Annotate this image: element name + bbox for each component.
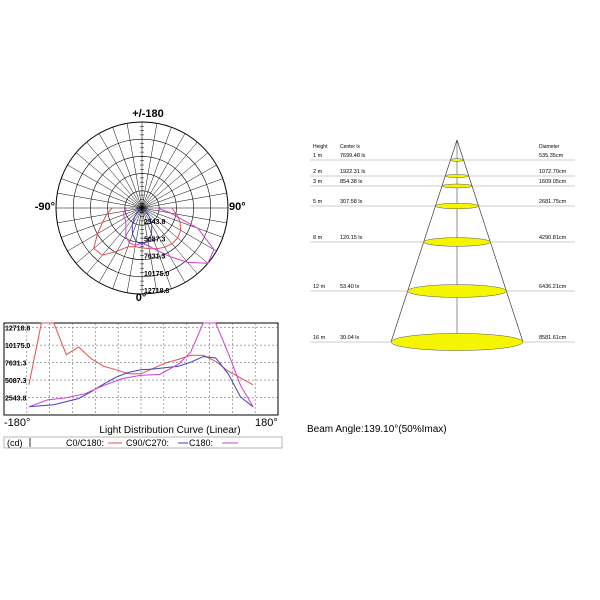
cone-rows: 1 m 7699.48 lx 535.35cm 2 m 1922.31 lx 1072.7…: [310, 153, 575, 351]
polar-grid: [55, 121, 229, 295]
row-diameter: 8581.61cm: [539, 335, 567, 341]
polar-radial-label: 5087.3: [144, 236, 166, 243]
linear-y-ticks: 12718.8 10175.0 7631.3 5087.3 2543.8: [5, 326, 30, 403]
row-lux: 854.38 lx: [340, 179, 363, 185]
polar-curve-0: [93, 207, 182, 256]
row-height: 16 m: [313, 335, 326, 341]
row-diameter: 2681.75cm: [539, 199, 567, 205]
linear-chart-title: Light Distribution Curve (Linear): [99, 425, 240, 436]
row-diameter: 1072.70cm: [539, 169, 567, 175]
polar-radial-label: 12718.8: [144, 288, 169, 295]
linear-curve-0: [28, 322, 254, 386]
cone-ellipse: [441, 183, 473, 189]
linear-y-tick-label: 10175.0: [5, 343, 30, 350]
polar-curves: [93, 207, 215, 264]
legend-entry-c0: C0/C180:: [66, 438, 104, 448]
col-header-diameter: Diameter: [539, 144, 560, 150]
cone-ellipse: [444, 174, 470, 178]
polar-bottom-label: 0°: [136, 292, 147, 304]
cone-ellipse: [407, 284, 507, 298]
row-diameter: 6436.21cm: [539, 284, 567, 290]
legend-entry-c90: C90/C270:: [126, 438, 169, 448]
linear-y-tick-label: 2543.8: [5, 396, 27, 403]
polar-curve-1: [131, 208, 153, 246]
linear-chart: 12718.8 10175.0 7631.3 5087.3 2543.8 -180° 1…: [3, 322, 283, 449]
row-height: 5 m: [313, 199, 323, 205]
row-lux: 120.15 lx: [340, 235, 363, 241]
row-height: 2 m: [313, 169, 323, 175]
polar-radial-label: 2543.8: [144, 219, 166, 226]
legend-entry-c180: C180:: [189, 438, 213, 448]
row-lux: 53.40 lx: [340, 284, 360, 290]
linear-curve-1: [28, 356, 254, 408]
linear-y-tick-label: 5087.3: [5, 378, 27, 385]
col-header-height: Height: [313, 144, 328, 150]
row-diameter: 535.35cm: [539, 153, 564, 159]
polar-radial-label: 10175.0: [144, 271, 169, 278]
row-lux: 307.58 lx: [340, 199, 363, 205]
col-header-lux: Center lx: [340, 144, 361, 150]
polar-top-label: +/-180: [132, 108, 164, 120]
polar-curve-2: [123, 207, 215, 264]
polar-left-label: -90°: [35, 201, 55, 213]
row-height: 3 m: [313, 179, 323, 185]
linear-x-min-label: -180°: [4, 417, 30, 429]
linear-y-tick-label: 12718.8: [5, 326, 30, 333]
row-height: 8 m: [313, 235, 323, 241]
cone-left-edge: [390, 139, 458, 343]
row-height: 12 m: [313, 284, 326, 290]
linear-curves: [28, 322, 254, 408]
linear-grid: [4, 323, 278, 415]
legend-frame: [3, 436, 283, 449]
linear-x-max-label: 180°: [255, 417, 278, 429]
row-height: 1 m: [313, 153, 323, 159]
polar-radial-ticks: 2543.8 5087.3 7631.3 10175.0 12718.8: [144, 219, 169, 295]
cone-ellipse: [435, 202, 479, 210]
row-lux: 1922.31 lx: [340, 169, 366, 175]
legend-unit: (cd): [7, 438, 23, 448]
polar-right-label: 90°: [229, 201, 246, 213]
linear-y-tick-label: 7631.3: [5, 361, 27, 368]
linear-curve-2: [28, 322, 254, 408]
row-diameter: 1609.05cm: [539, 179, 567, 185]
polar-radial-label: 7631.3: [144, 254, 166, 261]
cone-ellipse: [450, 158, 464, 162]
row-lux: 7699.48 lx: [340, 153, 366, 159]
cone-ellipse: [423, 237, 491, 247]
cone-right-edge: [456, 139, 524, 343]
row-diameter: 4290.81cm: [539, 235, 567, 241]
beam-angle-label: Beam Angle:139.10°(50%Imax): [307, 424, 447, 435]
cone-ellipse: [390, 333, 524, 351]
row-lux: 30.04 lx: [340, 335, 360, 341]
beam-cone-table: Height Center lx Diameter 1 m 7699.48 lx 5…: [307, 139, 575, 435]
